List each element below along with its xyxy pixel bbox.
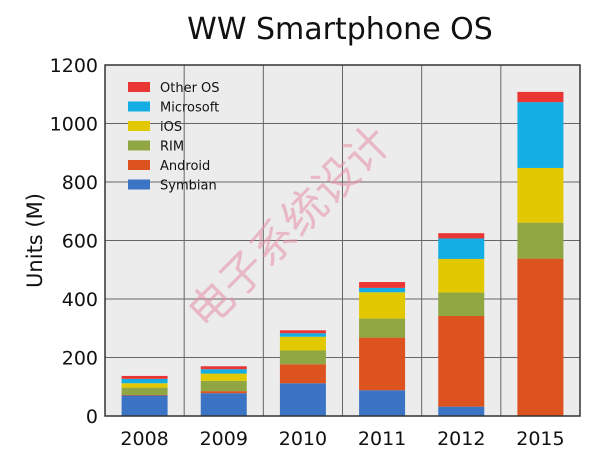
bar-symbian-2011 — [359, 390, 406, 416]
bar-microsoft-2008 — [121, 378, 168, 384]
chart-title: WW Smartphone OS — [187, 12, 493, 47]
bar-rim-2015 — [517, 222, 564, 259]
bar-other-os-2009 — [200, 366, 247, 370]
legend-label-other-os: Other OS — [160, 81, 220, 96]
legend: Other OS Microsoft iOS RIM Android Symbian — [128, 81, 220, 194]
legend-swatch-symbian — [128, 179, 150, 190]
y-tick-label: 1200 — [50, 55, 98, 77]
legend-label-ios: iOS — [160, 120, 182, 135]
bar-rim-2010 — [279, 350, 326, 365]
bar-rim-2008 — [121, 387, 168, 395]
bar-android-2012 — [438, 315, 485, 407]
bar-android-2009 — [200, 391, 247, 394]
y-tick-label: 0 — [86, 406, 98, 428]
bar-android-2015 — [517, 258, 564, 416]
bar-other-os-2008 — [121, 375, 168, 379]
bar-ios-2010 — [279, 336, 326, 351]
y-axis-label: Units (M) — [23, 193, 47, 288]
bar-symbian-2010 — [279, 383, 326, 416]
x-tick-label: 2012 — [437, 428, 485, 450]
plot-frame — [104, 64, 581, 417]
x-tick-label: 2009 — [200, 428, 248, 450]
bar-microsoft-2012 — [438, 238, 485, 259]
bar-microsoft-2011 — [359, 287, 406, 293]
bar-ios-2008 — [121, 383, 168, 388]
x-axis-ticks: 2008 2009 2010 2011 2012 2015 — [120, 428, 564, 450]
bar-ios-2015 — [517, 167, 564, 223]
x-tick-label: 2008 — [120, 428, 168, 450]
bar-other-os-2015 — [517, 91, 564, 103]
gridlines — [105, 65, 580, 416]
bars — [121, 91, 564, 416]
legend-label-android: Android — [160, 159, 210, 174]
legend-label-symbian: Symbian — [160, 179, 217, 194]
legend-swatch-rim — [128, 140, 150, 151]
legend-swatch-microsoft — [128, 101, 150, 112]
bar-ios-2009 — [200, 373, 247, 381]
bar-rim-2011 — [359, 318, 406, 338]
legend-label-rim: RIM — [160, 140, 184, 155]
bar-microsoft-2009 — [200, 369, 247, 374]
y-tick-label: 800 — [62, 172, 98, 194]
x-tick-label: 2011 — [358, 428, 406, 450]
bar-ios-2012 — [438, 258, 485, 293]
x-tick-label: 2010 — [279, 428, 327, 450]
y-tick-label: 200 — [62, 348, 98, 370]
bar-other-os-2010 — [279, 330, 326, 334]
legend-swatch-other-os — [128, 82, 150, 92]
bar-rim-2012 — [438, 292, 485, 316]
bar-symbian-2008 — [121, 395, 168, 416]
x-tick-label: 2015 — [516, 428, 564, 450]
bar-symbian-2012 — [438, 406, 485, 416]
y-tick-label: 400 — [62, 289, 98, 311]
bar-microsoft-2015 — [517, 102, 564, 168]
bar-android-2011 — [359, 337, 406, 391]
bar-rim-2009 — [200, 380, 247, 392]
bar-ios-2011 — [359, 292, 406, 319]
bar-android-2008 — [121, 394, 168, 396]
legend-label-microsoft: Microsoft — [160, 101, 219, 116]
bar-other-os-2011 — [359, 282, 406, 288]
y-tick-label: 1000 — [50, 114, 98, 136]
y-tick-label: 600 — [62, 231, 98, 253]
legend-swatch-android — [128, 160, 150, 170]
bar-android-2010 — [279, 364, 326, 384]
bar-symbian-2009 — [200, 393, 247, 416]
y-axis-ticks: 0 200 400 600 800 1000 1200 — [50, 55, 98, 428]
bar-microsoft-2010 — [279, 333, 326, 337]
bar-other-os-2012 — [438, 233, 485, 239]
legend-swatch-ios — [128, 121, 150, 131]
